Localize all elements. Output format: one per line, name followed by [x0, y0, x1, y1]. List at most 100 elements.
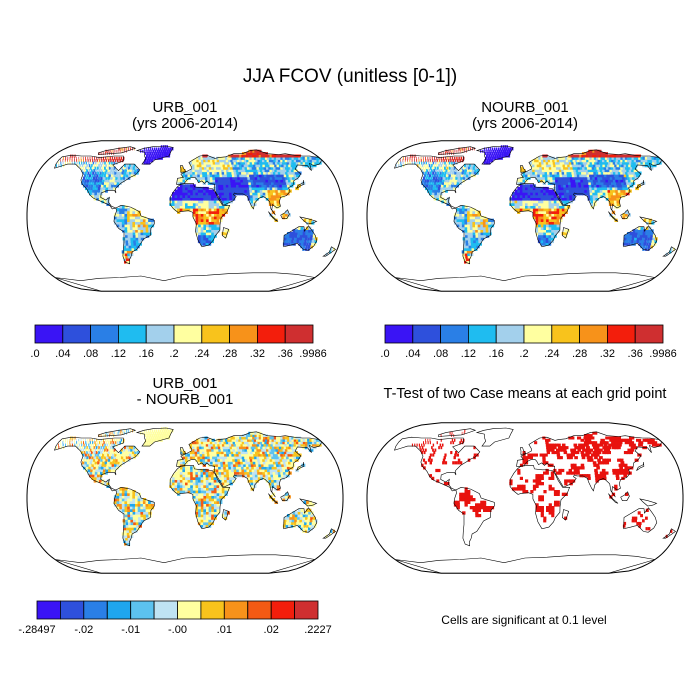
- grid-cell: [504, 149, 507, 153]
- grid-cell: [480, 232, 484, 236]
- grid-cell: [127, 210, 131, 214]
- grid-cell: [220, 179, 224, 183]
- grid-cell: [203, 242, 207, 246]
- grid-cell: [586, 159, 591, 163]
- grid-cell: [201, 169, 206, 173]
- grid-cell: [101, 159, 103, 163]
- grid-cell: [247, 461, 252, 465]
- grid-cell: [553, 229, 557, 233]
- grid-cell: [195, 482, 199, 486]
- grid-cell: [608, 181, 613, 185]
- grid-cell: [263, 463, 268, 467]
- grid-cell: [266, 463, 270, 467]
- panel-1-title: URB_001: [152, 99, 217, 116]
- grid-cell: [129, 224, 134, 228]
- grid-cell: [456, 181, 460, 185]
- grid-cell: [208, 476, 212, 480]
- grid-cell: [133, 453, 137, 457]
- grid-cell: [260, 156, 265, 160]
- grid-cell: [641, 242, 644, 246]
- grid-cell: [280, 192, 285, 196]
- grid-cell: [233, 181, 237, 185]
- grid-cell: [426, 181, 429, 185]
- grid-cell: [190, 197, 194, 201]
- grid-cell: [566, 161, 571, 165]
- grid-cell: [464, 250, 468, 254]
- grid-cell: [604, 164, 609, 168]
- grid-cell: [548, 234, 552, 238]
- grid-cell: [642, 234, 646, 238]
- grid-cell: [135, 224, 139, 228]
- grid-cell: [78, 161, 80, 165]
- grid-cell: [277, 448, 283, 452]
- grid-cell: [195, 506, 199, 510]
- grid-cell: [270, 166, 275, 170]
- grid-cell: [252, 192, 256, 196]
- grid-cell: [105, 431, 107, 435]
- grid-cell: [549, 156, 553, 160]
- grid-cell: [125, 448, 128, 452]
- grid-cell: [259, 471, 264, 475]
- grid-cell: [124, 511, 129, 515]
- grid-cell: [198, 487, 202, 491]
- grid-cell: [265, 192, 269, 196]
- grid-cell: [87, 448, 90, 452]
- grid-cell: [192, 456, 196, 460]
- grid-cell: [242, 176, 246, 180]
- grid-cell: [91, 474, 95, 478]
- grid-cell: [275, 461, 280, 465]
- grid-cell: [187, 466, 191, 470]
- grid-cell: [425, 184, 429, 188]
- grid-cell: [517, 181, 521, 185]
- grid-cell: [159, 434, 162, 437]
- grid-cell: [464, 210, 468, 214]
- grid-cell: [621, 181, 625, 185]
- grid-cell: [230, 463, 235, 467]
- grid-cell: [245, 451, 250, 455]
- grid-cell: [190, 189, 194, 193]
- grid-cell: [227, 461, 232, 465]
- grid-cell: [210, 443, 214, 447]
- grid-cell: [263, 194, 267, 198]
- grid-cell: [227, 448, 232, 452]
- grid-cell: [92, 453, 95, 457]
- grid-cell: [134, 147, 135, 151]
- grid-cell: [221, 471, 225, 475]
- grid-cell: [220, 166, 225, 170]
- grid-cell: [431, 192, 435, 196]
- grid-cell: [447, 176, 451, 180]
- grid-cell: [618, 174, 623, 178]
- grid-cell: [189, 171, 193, 175]
- grid-cell: [593, 181, 597, 185]
- grid-cell: [124, 487, 128, 491]
- grid-cell: [91, 194, 95, 198]
- grid-cell: [211, 482, 215, 486]
- grid-cell: [187, 176, 191, 180]
- grid-cell: [206, 492, 210, 496]
- grid-cell: [463, 257, 467, 261]
- grid-cell: [424, 171, 427, 175]
- grid-cell: [179, 490, 183, 494]
- grid-cell: [241, 446, 246, 450]
- grid-cell: [247, 194, 251, 198]
- grid-cell: [422, 156, 424, 160]
- grid-cell: [262, 458, 266, 462]
- grid-cell: [93, 446, 96, 450]
- grid-cell: [250, 484, 254, 488]
- grid-cell: [461, 224, 466, 228]
- grid-cell: [137, 498, 141, 502]
- grid-cell: [246, 166, 251, 170]
- grid-cell: [550, 161, 554, 165]
- grid-cell: [208, 226, 212, 230]
- grid-cell: [253, 446, 257, 450]
- grid-cell: [121, 210, 125, 214]
- grid-cell: [558, 156, 562, 160]
- grid-cell: [216, 453, 221, 457]
- grid-cell: [286, 234, 290, 238]
- grid-cell: [211, 156, 215, 160]
- grid-cell: [616, 194, 620, 198]
- grid-cell: [218, 451, 223, 455]
- grid-cell: [260, 476, 264, 480]
- grid-cell: [545, 197, 550, 201]
- grid-cell: [111, 463, 115, 467]
